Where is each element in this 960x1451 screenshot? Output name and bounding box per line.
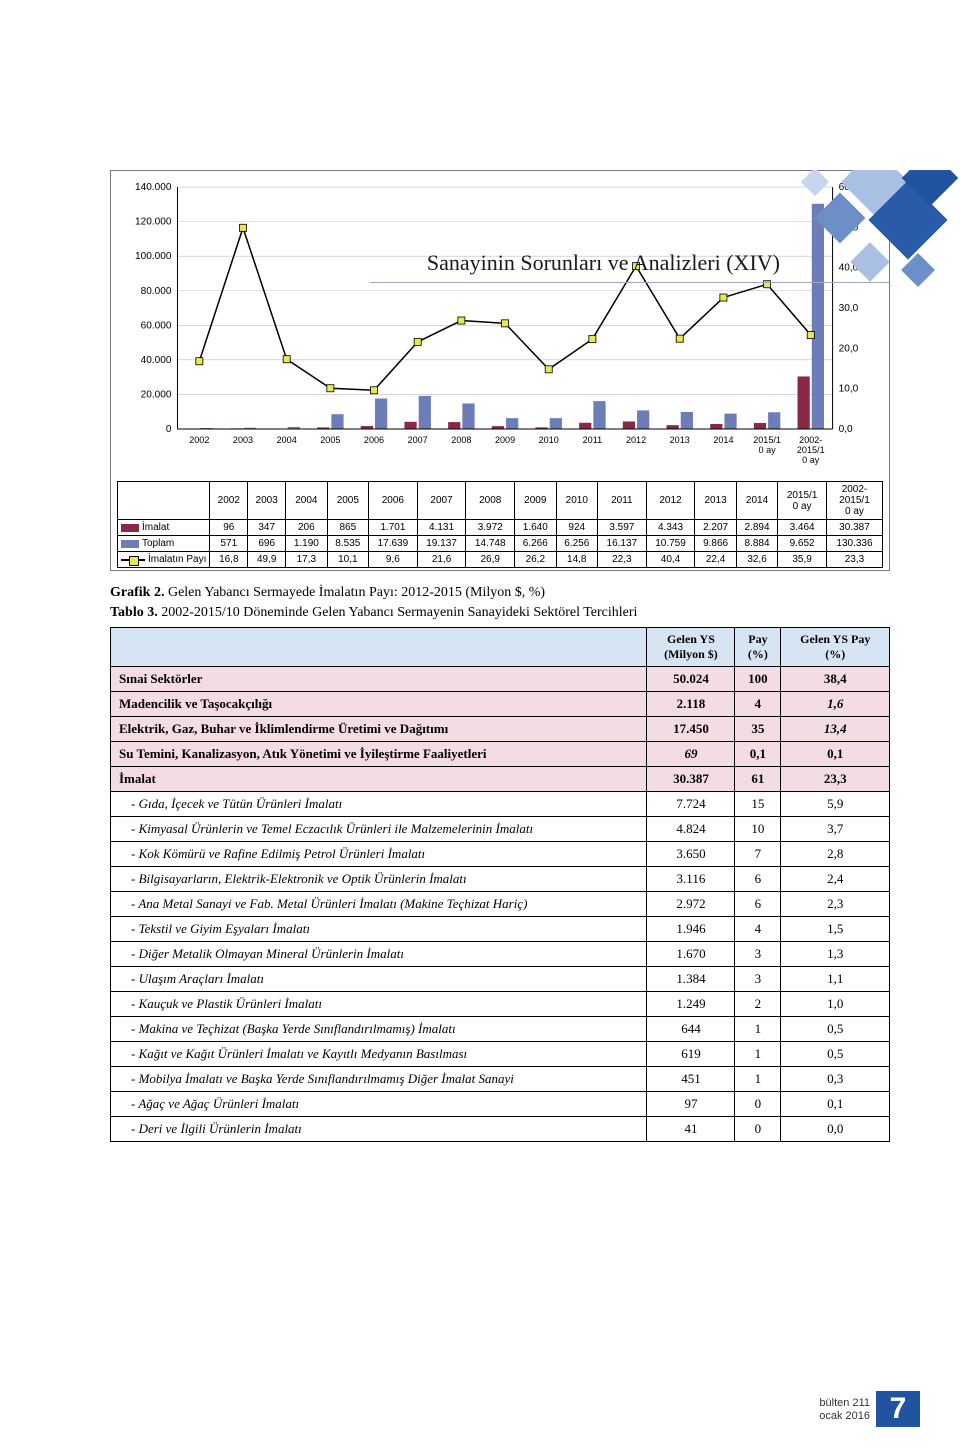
table-row: - Ağaç ve Ağaç Ürünleri İmalatı9700,1 [111, 1092, 890, 1117]
svg-text:0: 0 [166, 424, 172, 435]
svg-text:2015/1: 2015/1 [753, 435, 781, 445]
page-title: Sanayinin Sorunları ve Analizleri (XIV) [427, 250, 780, 276]
svg-text:2010: 2010 [539, 435, 559, 445]
sector-table: Gelen YS(Milyon $) Pay(%) Gelen YS Pay(%… [110, 627, 890, 1142]
svg-text:2003: 2003 [233, 435, 253, 445]
svg-text:140.000: 140.000 [135, 182, 172, 193]
table-row: - Ulaşım Araçları İmalatı1.38431,1 [111, 967, 890, 992]
table-row: - Kağıt ve Kağıt Ürünleri İmalatı ve Kay… [111, 1042, 890, 1067]
svg-text:2007: 2007 [408, 435, 428, 445]
table-row: Su Temini, Kanalizasyon, Atık Yönetimi v… [111, 742, 890, 767]
svg-text:2002: 2002 [189, 435, 209, 445]
svg-text:10,0: 10,0 [839, 384, 859, 395]
table-row: - Kok Kömürü ve Rafine Edilmiş Petrol Ür… [111, 842, 890, 867]
header-rule [370, 282, 890, 283]
svg-text:0 ay: 0 ay [802, 455, 820, 465]
combo-chart: 0 20.000 40.000 60.000 80.000 100.000 120.000 1… [117, 177, 883, 479]
svg-text:20.000: 20.000 [141, 389, 172, 400]
svg-text:2006: 2006 [364, 435, 384, 445]
svg-text:40.000: 40.000 [141, 355, 172, 366]
svg-text:2004: 2004 [277, 435, 297, 445]
svg-text:2005: 2005 [320, 435, 340, 445]
table-row: - Tekstil ve Giyim Eşyaları İmalatı1.946… [111, 917, 890, 942]
svg-text:20,0: 20,0 [839, 343, 859, 354]
table-row: - Diğer Metalik Olmayan Mineral Ürünleri… [111, 942, 890, 967]
svg-text:2009: 2009 [495, 435, 515, 445]
svg-text:60,0: 60,0 [839, 182, 859, 193]
table-row: Sınai Sektörler50.02410038,4 [111, 667, 890, 692]
col-gelen-ys-pay: Gelen YS Pay(%) [781, 628, 890, 667]
page-footer: bülten 211 ocak 2016 7 [813, 1391, 920, 1427]
svg-text:0 ay: 0 ay [759, 445, 777, 455]
footer-issue: bülten 211 [819, 1397, 870, 1410]
table-caption-label: Tablo 3. [110, 605, 158, 620]
col-pay: Pay(%) [735, 628, 781, 667]
svg-text:100.000: 100.000 [135, 251, 172, 262]
table-row: - Ana Metal Sanayi ve Fab. Metal Ürünler… [111, 892, 890, 917]
svg-text:60.000: 60.000 [141, 320, 172, 331]
svg-text:80.000: 80.000 [141, 286, 172, 297]
chart-data-table: 2002200320042005200620072008200920102011… [117, 481, 883, 568]
svg-text:2002-: 2002- [799, 435, 822, 445]
footer-page-number: 7 [876, 1391, 920, 1427]
svg-text:120.000: 120.000 [135, 217, 172, 228]
svg-text:2015/1: 2015/1 [797, 445, 825, 455]
svg-text:2013: 2013 [670, 435, 690, 445]
table-row: Madencilik ve Taşocakçılığı2.11841,6 [111, 692, 890, 717]
col-sector [111, 628, 647, 667]
table-row: - Kimyasal Ürünlerin ve Temel Eczacılık … [111, 817, 890, 842]
svg-text:2008: 2008 [451, 435, 471, 445]
table-row: - Deri ve İlgili Ürünlerin İmalatı4100,0 [111, 1117, 890, 1142]
table-row: İmalat30.3876123,3 [111, 767, 890, 792]
chart-caption-text: Gelen Yabancı Sermayede İmalatın Payı: 2… [168, 585, 545, 600]
svg-text:50,0: 50,0 [839, 222, 859, 233]
col-gelen-ys: Gelen YS(Milyon $) [647, 628, 735, 667]
table-row: - Makina ve Teçhizat (Başka Yerde Sınıfl… [111, 1017, 890, 1042]
table-caption-text: 2002-2015/10 Döneminde Gelen Yabancı Ser… [161, 605, 637, 620]
table-row: - Kauçuk ve Plastik Ürünleri İmalatı1.24… [111, 992, 890, 1017]
svg-text:0,0: 0,0 [839, 424, 853, 435]
chart-caption-label: Grafik 2. [110, 585, 164, 600]
svg-text:2012: 2012 [626, 435, 646, 445]
table-row: - Mobilya İmalatı ve Başka Yerde Sınıfla… [111, 1067, 890, 1092]
table-row: Elektrik, Gaz, Buhar ve İklimlendirme Ür… [111, 717, 890, 742]
chart-caption: Grafik 2. Gelen Yabancı Sermayede İmalat… [110, 585, 890, 601]
svg-text:2014: 2014 [713, 435, 733, 445]
table-row: - Bilgisayarların, Elektrik-Elektronik v… [111, 867, 890, 892]
svg-text:2011: 2011 [583, 435, 603, 445]
table-row: - Gıda, İçecek ve Tütün Ürünleri İmalatı… [111, 792, 890, 817]
svg-text:30,0: 30,0 [839, 303, 859, 314]
table-caption: Tablo 3. 2002-2015/10 Döneminde Gelen Ya… [110, 605, 890, 621]
chart-container: 0 20.000 40.000 60.000 80.000 100.000 120.000 1… [110, 170, 890, 571]
footer-date: ocak 2016 [819, 1410, 870, 1423]
svg-text:40,0: 40,0 [839, 263, 859, 274]
